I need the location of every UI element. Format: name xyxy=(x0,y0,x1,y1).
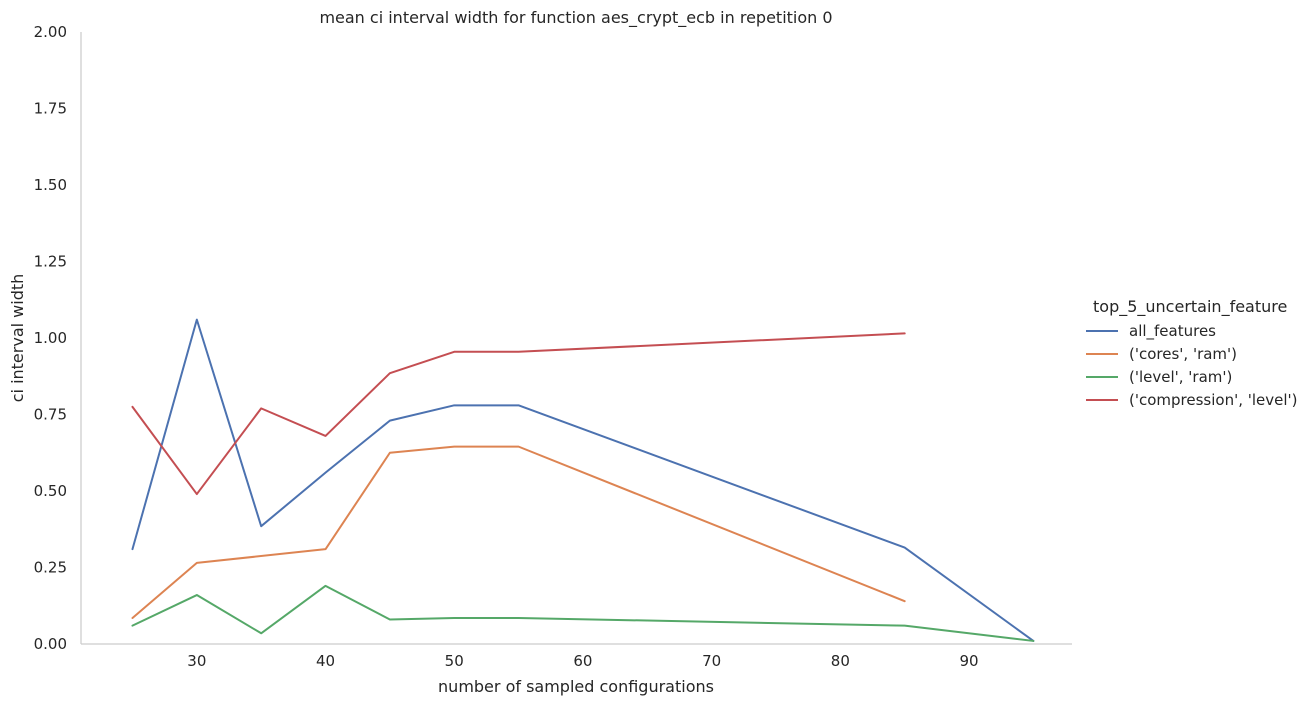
legend: top_5_uncertain_feature all_features ('co… xyxy=(1086,297,1298,409)
axes xyxy=(80,32,1072,645)
series-line-compression-level xyxy=(131,332,906,496)
y-tick-label: 0.25 xyxy=(34,559,67,577)
series-line-cores-ram xyxy=(131,445,906,619)
y-tick-label: 0.00 xyxy=(34,635,67,653)
x-tick-label: 80 xyxy=(831,652,850,670)
series-line-all-features xyxy=(131,318,1035,642)
legend-label-level-ram: ('level', 'ram') xyxy=(1129,368,1232,386)
x-tick-label: 50 xyxy=(445,652,464,670)
y-tick-label: 0.75 xyxy=(34,406,67,424)
x-tick-label: 60 xyxy=(573,652,592,670)
y-tick-label: 0.50 xyxy=(34,482,67,500)
ticks: 30 40 50 60 70 80 90 0.00 0.25 0.50 0.75 1.00 1.25 1.… xyxy=(34,23,979,670)
x-tick-label: 40 xyxy=(316,652,335,670)
legend-label-all-features: all_features xyxy=(1129,322,1216,341)
y-tick-label: 1.25 xyxy=(34,253,67,271)
legend-label-compression-level: ('compression', 'level') xyxy=(1129,391,1298,409)
x-tick-label: 90 xyxy=(959,652,978,670)
y-tick-label: 1.75 xyxy=(34,100,67,118)
legend-label-cores-ram: ('cores', 'ram') xyxy=(1129,345,1237,363)
legend-items: all_features ('cores', 'ram') ('level', 'r… xyxy=(1086,322,1298,409)
legend-title: top_5_uncertain_feature xyxy=(1093,297,1287,317)
x-tick-label: 30 xyxy=(187,652,206,670)
x-tick-label: 70 xyxy=(702,652,721,670)
y-tick-label: 2.00 xyxy=(34,23,67,41)
y-tick-label: 1.50 xyxy=(34,176,67,194)
series-lines xyxy=(131,318,1035,642)
x-axis-label: number of sampled configurations xyxy=(438,677,714,696)
y-axis-label: ci interval width xyxy=(8,274,27,403)
y-tick-label: 1.00 xyxy=(34,329,67,347)
chart-title: mean ci interval width for function aes_… xyxy=(319,8,832,28)
series-line-level-ram xyxy=(131,584,1035,642)
